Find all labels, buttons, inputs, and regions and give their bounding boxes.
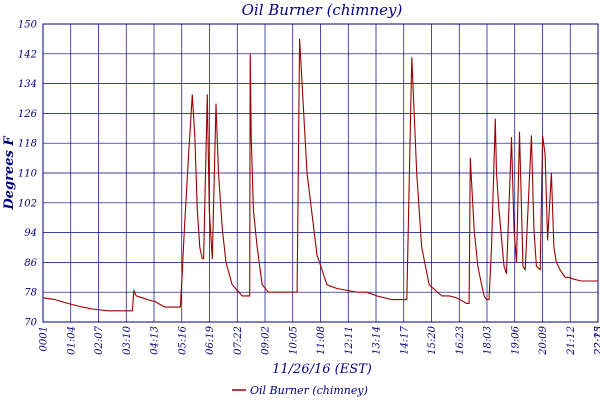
legend: Oil Burner (chimney) [232, 384, 368, 397]
y-tick-label: 134 [18, 79, 37, 90]
legend-label: Oil Burner (chimney) [250, 384, 368, 397]
x-tick-label: 05:16 [177, 325, 188, 354]
x-axis-ticks: 0001 01:04 02:07 03:10 04:13 05:16 06:19 07:22 0… [39, 325, 600, 355]
y-tick-label: 102 [18, 198, 37, 209]
x-tick-label: 21:12 [566, 326, 577, 356]
y-tick-label: 150 [18, 20, 38, 31]
y-tick-label: 110 [18, 169, 38, 180]
y-tick-label: 142 [18, 49, 37, 60]
y-axis-label: Degrees F [2, 136, 17, 211]
series-layer [42, 38, 598, 312]
x-tick-label: 01:04 [66, 326, 77, 355]
x-axis-label: 11/26/16 (EST) [272, 362, 372, 377]
x-tick-label: 22:23 [594, 326, 600, 356]
series-line-0 [42, 38, 598, 312]
y-tick-label: 126 [18, 109, 38, 120]
x-tick-label: 15:20 [427, 325, 438, 354]
y-tick-label: 118 [18, 139, 37, 150]
x-tick-label: 10:05 [288, 326, 299, 355]
x-tick-label: 19:06 [510, 325, 521, 354]
x-tick-label: 14:17 [399, 325, 410, 354]
x-tick-label: 02:07 [94, 325, 105, 354]
x-tick-label: 03:10 [122, 325, 133, 354]
y-tick-label: 94 [24, 228, 37, 239]
x-tick-label: 07:22 [233, 326, 244, 355]
y-tick-label: 78 [24, 288, 37, 299]
x-tick-label: 11:08 [316, 326, 327, 355]
x-tick-label: 09:02 [261, 326, 272, 355]
x-tick-label: 18:03 [483, 326, 494, 355]
x-tick-label: 06:19 [205, 325, 216, 354]
x-tick-label: 20:09 [538, 325, 549, 355]
grid [43, 23, 598, 323]
x-tick-label: 13:14 [372, 326, 383, 355]
y-tick-label: 70 [24, 318, 37, 329]
x-tick-label: 0001 [39, 326, 50, 351]
x-tick-label: 12:11 [344, 326, 355, 355]
chart-title: Oil Burner (chimney) [242, 1, 403, 19]
plot-frame [42, 23, 599, 323]
x-tick-label: 04:13 [150, 326, 161, 355]
x-tick-label: 16:23 [455, 326, 466, 355]
y-axis-ticks: 70 78 86 94 102 110 118 126 134 142 150 [18, 20, 38, 329]
y-tick-label: 86 [24, 258, 37, 269]
x-tick-label: 22:15 [594, 326, 600, 356]
